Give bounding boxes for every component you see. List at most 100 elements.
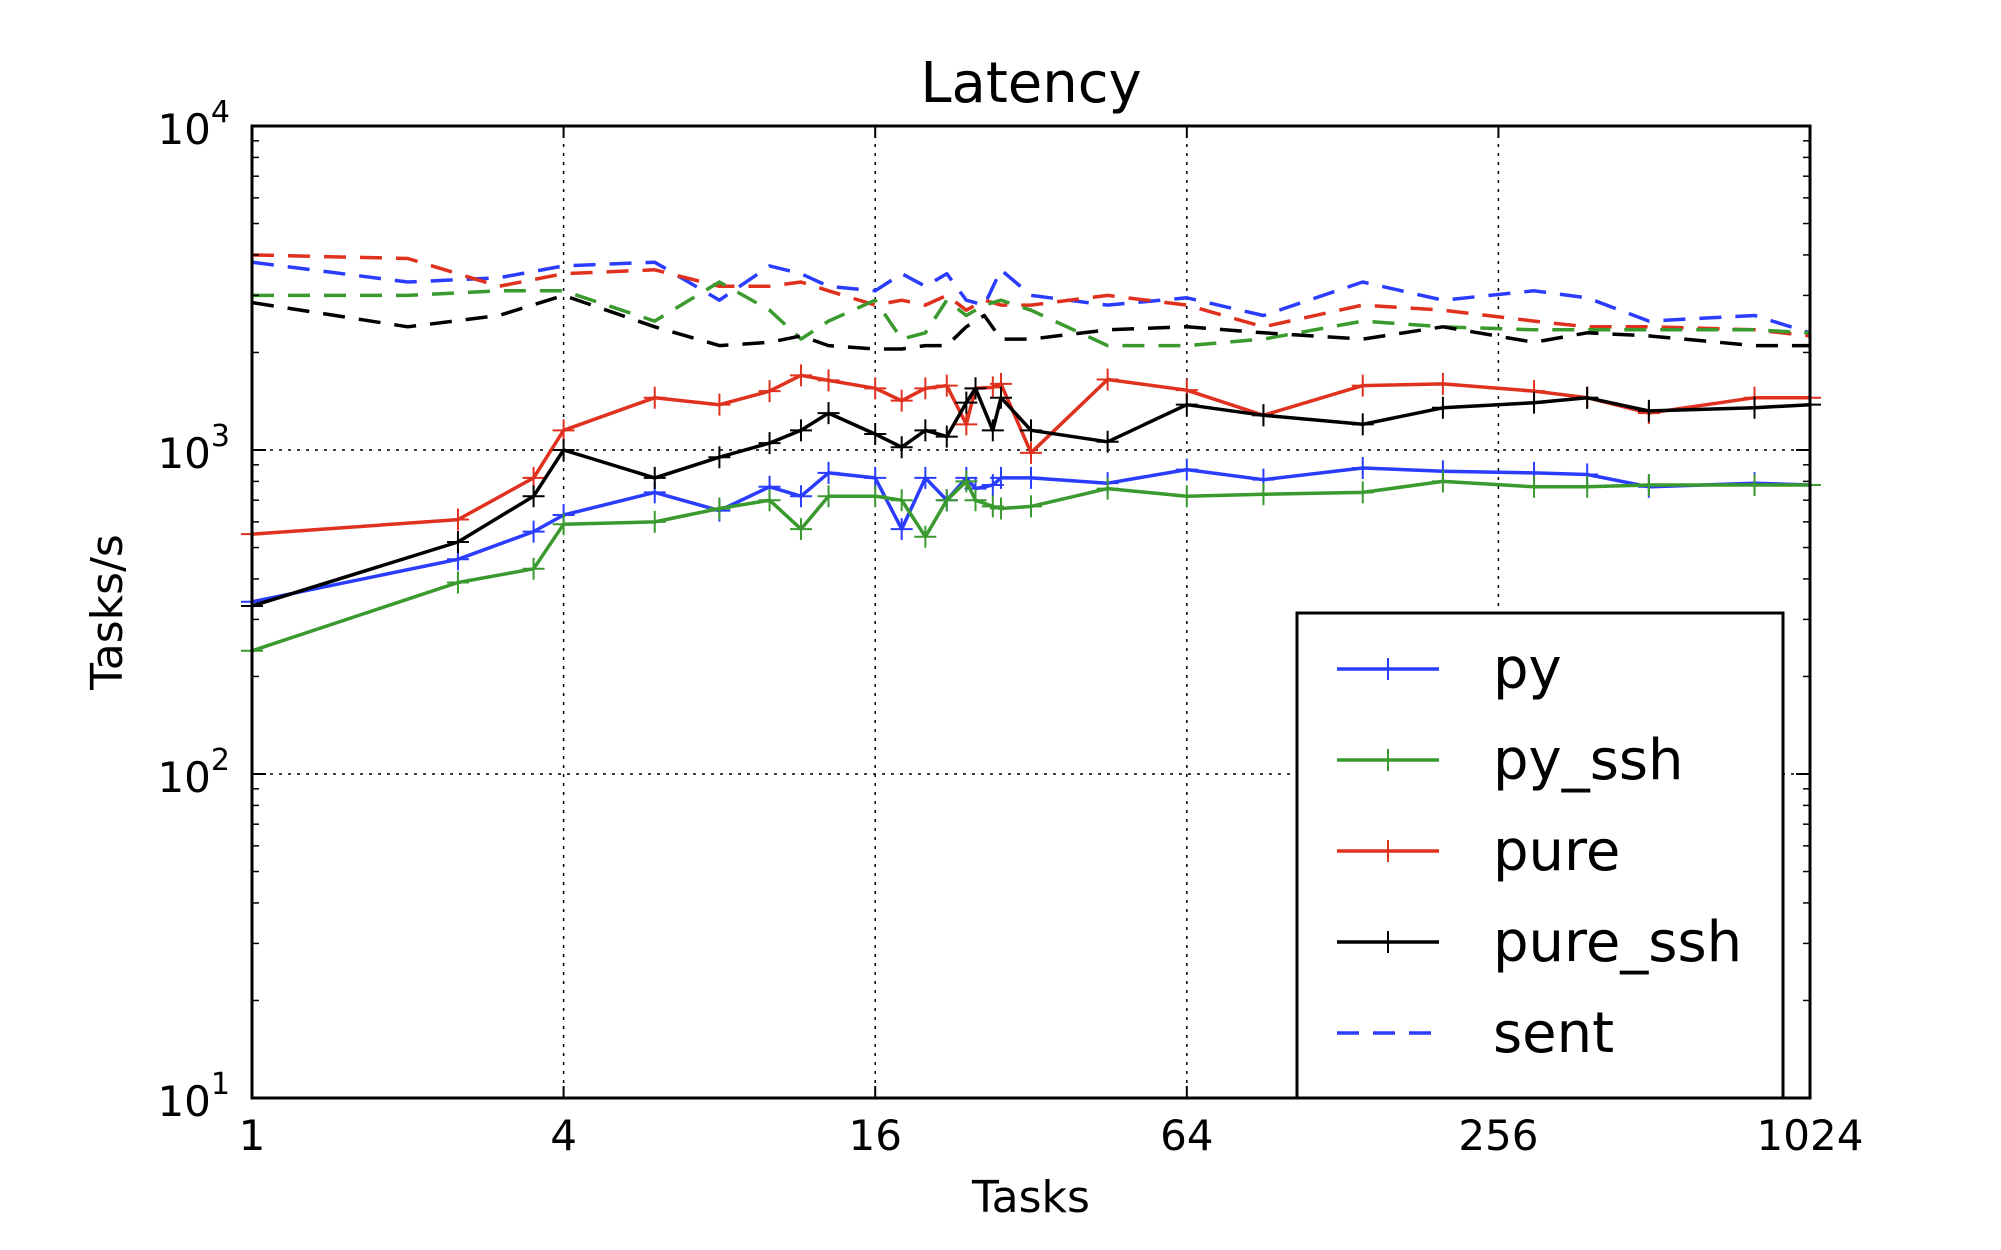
- data-point-py_ssh: [864, 485, 887, 508]
- series-line-pure: [251, 373, 1810, 536]
- series-line-sent: [251, 260, 1811, 335]
- data-point-py_ssh: [914, 525, 937, 548]
- data-point-py_ssh: [1252, 483, 1275, 506]
- data-point-py_ssh: [758, 489, 781, 512]
- data-point-py_ssh: [1175, 485, 1198, 508]
- data-point-py_ssh: [890, 489, 913, 512]
- data-point-pure: [1096, 368, 1119, 391]
- data-point-pure_ssh: [789, 419, 812, 442]
- legend-label-py: py: [1493, 637, 1562, 702]
- data-point-py_ssh: [789, 518, 812, 541]
- legend-marker-pure: [1377, 840, 1399, 862]
- legend-label-pure: pure: [1493, 819, 1620, 884]
- data-point-py_ssh: [552, 513, 575, 536]
- series-line-sent-pure: [251, 253, 1811, 338]
- data-point-pure: [864, 377, 887, 400]
- x-axis-label: Tasks: [971, 1172, 1090, 1223]
- data-point-py: [817, 461, 840, 484]
- data-point-pure_ssh: [1252, 404, 1275, 427]
- legend-box: [1295, 611, 1785, 1100]
- y-tick-label: 102: [157, 743, 230, 802]
- y-axis-label: Tasks/s: [82, 534, 133, 691]
- data-point-pure: [890, 389, 913, 412]
- data-point-pure_ssh: [1743, 396, 1766, 419]
- data-point-pure_ssh: [1637, 399, 1660, 422]
- x-tick-label: 256: [1458, 1111, 1538, 1160]
- data-point-pure_ssh: [1576, 386, 1599, 409]
- data-point-py: [989, 466, 1012, 489]
- data-point-pure_ssh: [1175, 393, 1198, 416]
- data-point-py_ssh: [643, 510, 666, 533]
- data-point-pure: [708, 393, 731, 416]
- data-point-pure_ssh: [864, 423, 887, 446]
- data-point-pure: [955, 413, 978, 436]
- data-point-pure_ssh: [955, 391, 978, 414]
- plot-frame: [250, 124, 1812, 1100]
- data-point-pure: [758, 380, 781, 403]
- data-point-pure_ssh: [708, 446, 731, 469]
- data-point-py_ssh: [1523, 475, 1546, 498]
- y-tick-label: 103: [157, 419, 230, 478]
- data-point-pure_ssh: [981, 419, 1004, 442]
- data-point-pure_ssh: [643, 466, 666, 489]
- data-point-py_ssh: [1351, 481, 1374, 504]
- data-point-py_ssh: [935, 489, 958, 512]
- data-point-py_ssh: [989, 497, 1012, 520]
- data-point-py_ssh: [446, 571, 469, 594]
- series-line-sent-py_ssh: [252, 280, 1811, 348]
- series-layer: [241, 253, 1821, 662]
- tick-marks: [251, 125, 1811, 1099]
- data-point-pure_ssh: [1096, 430, 1119, 453]
- series-line-py_ssh: [251, 479, 1810, 653]
- legend-marker-pure_ssh: [1377, 931, 1399, 953]
- data-point-pure: [446, 508, 469, 531]
- data-point-py_ssh: [522, 557, 545, 580]
- data-point-pure_ssh: [890, 436, 913, 459]
- data-point-py: [890, 518, 913, 541]
- data-point-py_ssh: [1096, 477, 1119, 500]
- data-point-py: [1351, 456, 1374, 479]
- data-point-py: [789, 485, 812, 508]
- y-tick-label: 104: [157, 95, 230, 154]
- x-tick-label: 16: [848, 1111, 901, 1160]
- data-point-py_ssh: [708, 497, 731, 520]
- data-point-pure_ssh: [758, 432, 781, 455]
- data-point-pure_ssh: [817, 402, 840, 425]
- data-point-py_ssh: [1576, 475, 1599, 498]
- x-tick-label: 1: [239, 1111, 266, 1160]
- data-point-pure_ssh: [1523, 391, 1546, 414]
- data-point-pure_ssh: [446, 531, 469, 554]
- data-point-pure: [935, 374, 958, 397]
- data-point-pure: [1431, 372, 1454, 395]
- y-tick-label: 101: [157, 1067, 230, 1126]
- data-point-py: [522, 520, 545, 543]
- data-point-pure: [1020, 441, 1042, 464]
- data-point-py_ssh: [1743, 473, 1766, 496]
- data-point-py_ssh: [1431, 470, 1454, 493]
- data-point-pure: [789, 364, 812, 387]
- legend-label-py_ssh: py_ssh: [1493, 728, 1684, 793]
- data-point-py: [1020, 466, 1042, 489]
- data-point-py: [1175, 458, 1198, 481]
- series-line-py: [251, 466, 1811, 604]
- data-point-pure_ssh: [935, 425, 958, 448]
- data-point-pure_ssh: [522, 485, 545, 508]
- data-point-pure_ssh: [552, 439, 575, 461]
- series-line-pure_ssh: [251, 386, 1811, 608]
- data-point-py: [914, 466, 937, 489]
- data-point-pure_ssh: [1351, 413, 1374, 436]
- data-point-py_ssh: [817, 485, 840, 508]
- x-tick-label: 64: [1160, 1111, 1213, 1160]
- x-tick-label: 4: [550, 1111, 577, 1160]
- data-point-pure: [1351, 374, 1374, 397]
- data-point-pure_ssh: [964, 377, 987, 400]
- data-point-py_ssh: [964, 489, 987, 512]
- data-point-py_ssh: [1020, 495, 1042, 518]
- data-point-pure: [914, 377, 937, 400]
- data-point-pure_ssh: [914, 419, 937, 442]
- legend-label-sent: sent: [1493, 1001, 1614, 1066]
- data-point-pure: [817, 369, 840, 392]
- data-point-pure_ssh: [1431, 396, 1454, 419]
